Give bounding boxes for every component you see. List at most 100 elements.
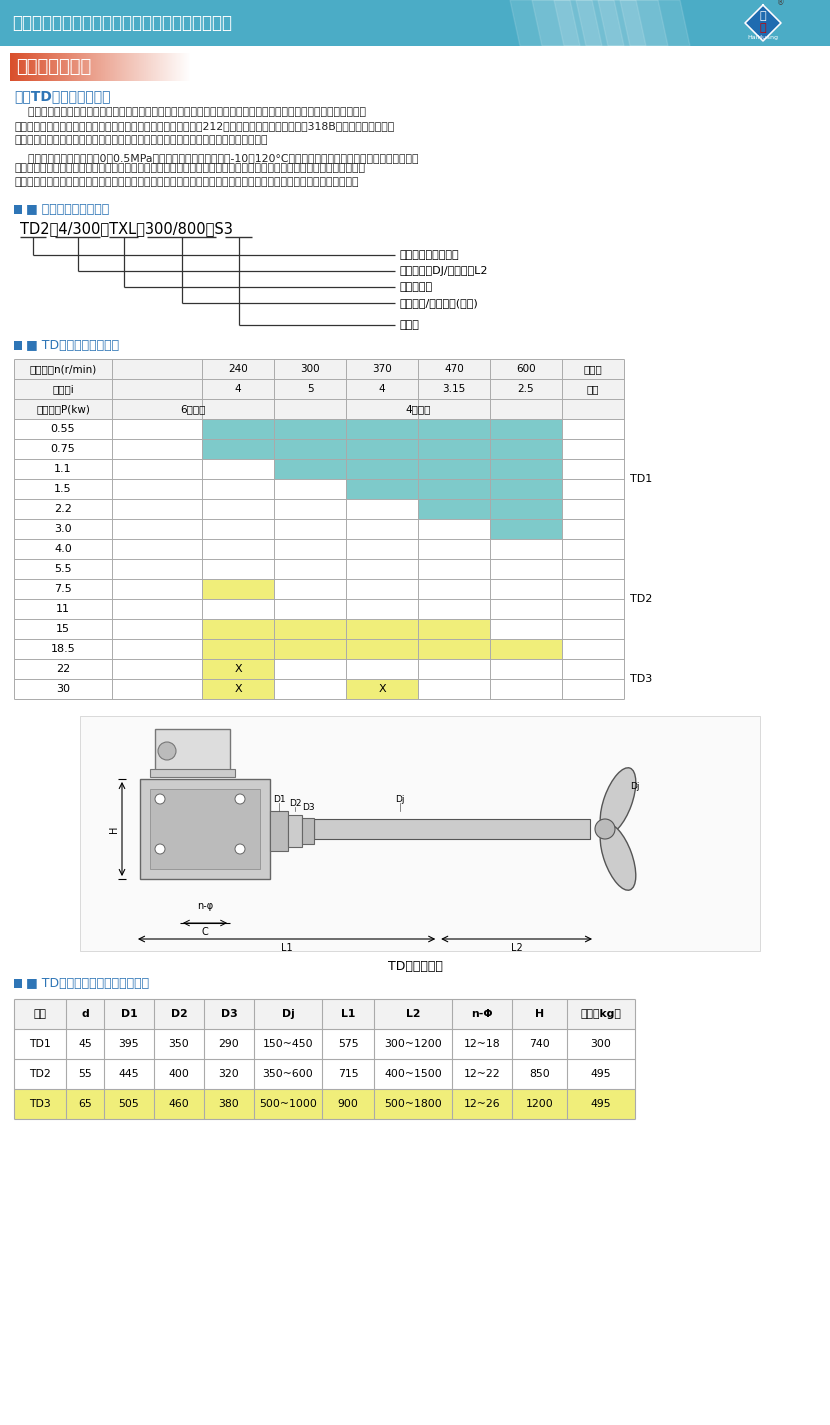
Bar bbox=[174, 53, 175, 81]
Text: L2: L2 bbox=[510, 943, 522, 953]
Text: 重量（kg）: 重量（kg） bbox=[580, 1009, 622, 1019]
Text: 1200: 1200 bbox=[525, 1099, 554, 1109]
Text: 3.0: 3.0 bbox=[54, 524, 72, 534]
Bar bbox=[202, 638, 274, 658]
Bar bbox=[490, 439, 562, 459]
Bar bbox=[183, 53, 184, 81]
Bar bbox=[140, 779, 270, 879]
Text: TD1: TD1 bbox=[630, 475, 652, 485]
Bar bbox=[490, 419, 562, 439]
Text: 22: 22 bbox=[56, 664, 70, 674]
Circle shape bbox=[595, 819, 615, 839]
Bar bbox=[98, 53, 99, 81]
Bar bbox=[13, 53, 14, 81]
Bar bbox=[120, 53, 121, 81]
Bar bbox=[30, 53, 31, 81]
Bar bbox=[418, 419, 490, 439]
Bar bbox=[133, 53, 134, 81]
Bar bbox=[214, 53, 215, 81]
Bar bbox=[14, 479, 624, 499]
Bar bbox=[113, 53, 114, 81]
Text: 4.0: 4.0 bbox=[54, 544, 72, 554]
Text: 型号: 型号 bbox=[587, 383, 599, 393]
Bar bbox=[55, 53, 56, 81]
Bar bbox=[116, 53, 117, 81]
Text: 4级电机: 4级电机 bbox=[405, 405, 431, 415]
Bar bbox=[188, 53, 189, 81]
Bar bbox=[220, 53, 221, 81]
Bar bbox=[104, 53, 105, 81]
Bar bbox=[108, 53, 109, 81]
Bar bbox=[14, 419, 624, 439]
Bar bbox=[209, 53, 210, 81]
Bar bbox=[96, 53, 97, 81]
Bar bbox=[158, 53, 159, 81]
Bar bbox=[202, 579, 274, 598]
Text: TD1: TD1 bbox=[29, 1039, 51, 1049]
Bar bbox=[136, 53, 137, 81]
Text: 殊的轴联接设计，在不拆卸整机的情况下能方便地修理、更换机械密封和轴承等易损件。: 殊的轴联接设计，在不拆卸整机的情况下能方便地修理、更换机械密封和轴承等易损件。 bbox=[14, 135, 267, 145]
Circle shape bbox=[235, 794, 245, 804]
Bar bbox=[14, 999, 635, 1029]
Text: 噪声小、无滑差、又节能。轴封采用适应于液体的补偿式机械密封212型或者适应于固体颗粒密封的318B型机械密封。采用特: 噪声小、无滑差、又节能。轴封采用适应于液体的补偿式机械密封212型或者适应于固体… bbox=[14, 121, 394, 131]
Bar bbox=[14, 205, 22, 214]
Text: 320: 320 bbox=[218, 1069, 239, 1079]
Text: TD型侧搅拌器: TD型侧搅拌器 bbox=[388, 959, 442, 972]
Bar bbox=[190, 53, 191, 81]
Bar bbox=[34, 53, 35, 81]
Polygon shape bbox=[554, 0, 624, 46]
Text: 1.5: 1.5 bbox=[54, 485, 72, 494]
Polygon shape bbox=[745, 6, 781, 41]
Bar bbox=[168, 53, 169, 81]
Bar bbox=[346, 678, 418, 700]
Bar bbox=[72, 53, 73, 81]
Bar bbox=[14, 359, 624, 379]
Bar bbox=[177, 53, 178, 81]
Bar bbox=[22, 53, 23, 81]
Bar bbox=[42, 53, 43, 81]
Bar bbox=[12, 53, 13, 81]
Bar bbox=[109, 53, 110, 81]
Polygon shape bbox=[532, 0, 602, 46]
Text: 400~1500: 400~1500 bbox=[384, 1069, 442, 1079]
Bar bbox=[122, 53, 123, 81]
Text: H: H bbox=[109, 825, 119, 832]
Bar bbox=[161, 53, 162, 81]
Bar bbox=[14, 1059, 635, 1089]
Bar bbox=[70, 53, 71, 81]
Text: 55: 55 bbox=[78, 1069, 92, 1079]
Bar bbox=[14, 499, 624, 519]
Bar bbox=[226, 53, 227, 81]
Bar bbox=[166, 53, 167, 81]
Text: D2: D2 bbox=[289, 798, 301, 808]
Bar bbox=[114, 53, 115, 81]
Bar bbox=[346, 419, 418, 439]
Bar bbox=[418, 459, 490, 479]
Bar bbox=[151, 53, 152, 81]
Bar bbox=[18, 53, 19, 81]
Bar bbox=[101, 53, 102, 81]
Bar bbox=[149, 53, 150, 81]
Bar bbox=[44, 53, 45, 81]
Bar bbox=[126, 53, 127, 81]
Text: D3: D3 bbox=[301, 802, 315, 811]
Text: 300: 300 bbox=[591, 1039, 612, 1049]
Bar bbox=[14, 539, 624, 559]
Bar bbox=[346, 638, 418, 658]
Bar bbox=[197, 53, 198, 81]
Bar bbox=[94, 53, 95, 81]
Text: L1: L1 bbox=[341, 1009, 355, 1019]
Bar bbox=[48, 53, 49, 81]
Text: HaiHuang: HaiHuang bbox=[748, 34, 779, 40]
Bar bbox=[92, 53, 93, 81]
Bar bbox=[202, 419, 274, 439]
Text: n-φ: n-φ bbox=[197, 901, 213, 911]
Text: 坚持质量第一，持续改进、为客户提供满意的产品: 坚持质量第一，持续改进、为客户提供满意的产品 bbox=[12, 14, 232, 31]
Bar bbox=[78, 53, 79, 81]
Bar bbox=[184, 53, 185, 81]
Bar bbox=[204, 53, 205, 81]
Bar bbox=[146, 53, 147, 81]
Text: Dj: Dj bbox=[395, 795, 405, 804]
Text: 850: 850 bbox=[530, 1069, 550, 1079]
Text: 搅拌器直径DJ/插入深度L2: 搅拌器直径DJ/插入深度L2 bbox=[399, 266, 487, 276]
